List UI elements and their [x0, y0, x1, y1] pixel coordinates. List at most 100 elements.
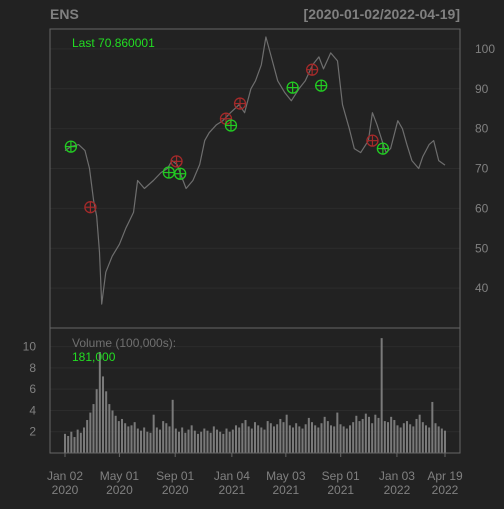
volume-bar [295, 423, 298, 453]
volume-bar [269, 423, 272, 453]
volume-bar [288, 425, 291, 453]
volume-bar [155, 427, 158, 453]
volume-bar [390, 416, 393, 453]
volume-bar [187, 429, 190, 453]
volume-bar [425, 425, 427, 453]
sell-marker [366, 134, 379, 147]
x-tick-label: Apr 19 [427, 469, 463, 483]
volume-bar [73, 437, 76, 453]
x-tick-label: Jan 02 [47, 469, 83, 483]
volume-bar [64, 433, 66, 453]
volume-bar [228, 431, 231, 453]
volume-bar [200, 431, 203, 453]
volume-bar [273, 426, 275, 453]
volume-bar [371, 423, 374, 453]
x-tick-label: May 01 [100, 469, 140, 483]
volume-bar [428, 427, 431, 453]
price-y-tick-label: 70 [475, 162, 489, 176]
volume-bar [127, 426, 130, 453]
price-y-tick-label: 90 [475, 82, 489, 96]
volume-bar [292, 427, 294, 453]
volume-bar [276, 424, 279, 453]
volume-bar [250, 428, 253, 453]
x-tick-year-label: 2022 [384, 483, 411, 497]
volume-bar [307, 417, 310, 453]
volume-bar [133, 422, 136, 453]
volume-bar [92, 404, 95, 453]
volume-bar [352, 422, 355, 453]
volume-bar [311, 422, 313, 453]
volume-bar [146, 431, 149, 453]
volume-bar [444, 430, 446, 453]
volume-bar [117, 421, 120, 453]
volume-bar [342, 426, 345, 453]
volume-bar [193, 430, 196, 453]
volume-y-tick-label: 2 [29, 425, 36, 439]
buy-marker [174, 167, 187, 180]
last-price-label: Last 70.860001 [72, 36, 155, 50]
volume-bar [124, 423, 127, 453]
volume-bar [114, 415, 117, 453]
volume-bar [102, 376, 104, 453]
volume-bar [238, 427, 241, 453]
volume-bar [241, 423, 244, 453]
volume-bar [235, 425, 237, 453]
volume-bar [219, 431, 222, 453]
volume-bar [76, 429, 79, 453]
volume-value-label: 181,000 [72, 350, 116, 364]
volume-bar [98, 351, 101, 453]
volume-bar [89, 412, 92, 453]
volume-bar [108, 404, 111, 453]
x-tick-year-label: 2020 [106, 483, 133, 497]
volume-bar [399, 427, 402, 453]
volume-bar [374, 414, 377, 453]
volume-y-tick-label: 4 [29, 403, 36, 417]
volume-bar [209, 432, 212, 453]
chart-symbol-title: ENS [50, 6, 79, 22]
volume-bar [314, 425, 317, 453]
volume-bar [349, 425, 351, 453]
volume-bar [190, 425, 193, 453]
chart-date-range: [2020-01-02/2022-04-19] [304, 6, 460, 22]
volume-bar [159, 429, 161, 453]
price-y-tick-label: 60 [475, 201, 489, 215]
x-tick-year-label: 2020 [52, 483, 79, 497]
volume-bar [254, 422, 256, 453]
volume-bar [304, 424, 307, 453]
volume-bar [130, 425, 133, 453]
volume-bar [279, 418, 282, 453]
x-tick-label: Sep 01 [322, 469, 360, 483]
volume-bar [415, 418, 418, 453]
volume-bar [298, 426, 301, 453]
volume-bar [387, 422, 389, 453]
volume-bar [412, 426, 415, 453]
x-tick-label: May 03 [266, 469, 306, 483]
volume-bar [339, 424, 342, 453]
volume-bar [323, 416, 326, 453]
price-grid [50, 48, 460, 289]
x-tick-year-label: 2022 [432, 483, 459, 497]
volume-bar [174, 428, 177, 453]
volume-bar [434, 423, 437, 453]
volume-bar [358, 421, 361, 453]
volume-bar [222, 433, 225, 453]
volume-bar [143, 427, 146, 453]
volume-bar [165, 423, 168, 453]
volume-bar [111, 410, 114, 453]
volume-panel-border [49, 327, 461, 454]
volume-bar [406, 421, 408, 453]
volume-bar [285, 414, 288, 453]
volume-bar [197, 433, 199, 453]
x-tick-label: Jan 03 [379, 469, 415, 483]
buy-marker [286, 81, 299, 94]
volume-bar [326, 421, 329, 453]
volume-bar [244, 420, 247, 453]
volume-bar [361, 418, 364, 453]
volume-bar [247, 426, 250, 453]
volume-bar [203, 428, 206, 453]
sell-marker [170, 155, 183, 168]
buy-marker [315, 79, 328, 92]
volume-bar [225, 428, 228, 453]
x-tick-year-label: 2021 [327, 483, 354, 497]
